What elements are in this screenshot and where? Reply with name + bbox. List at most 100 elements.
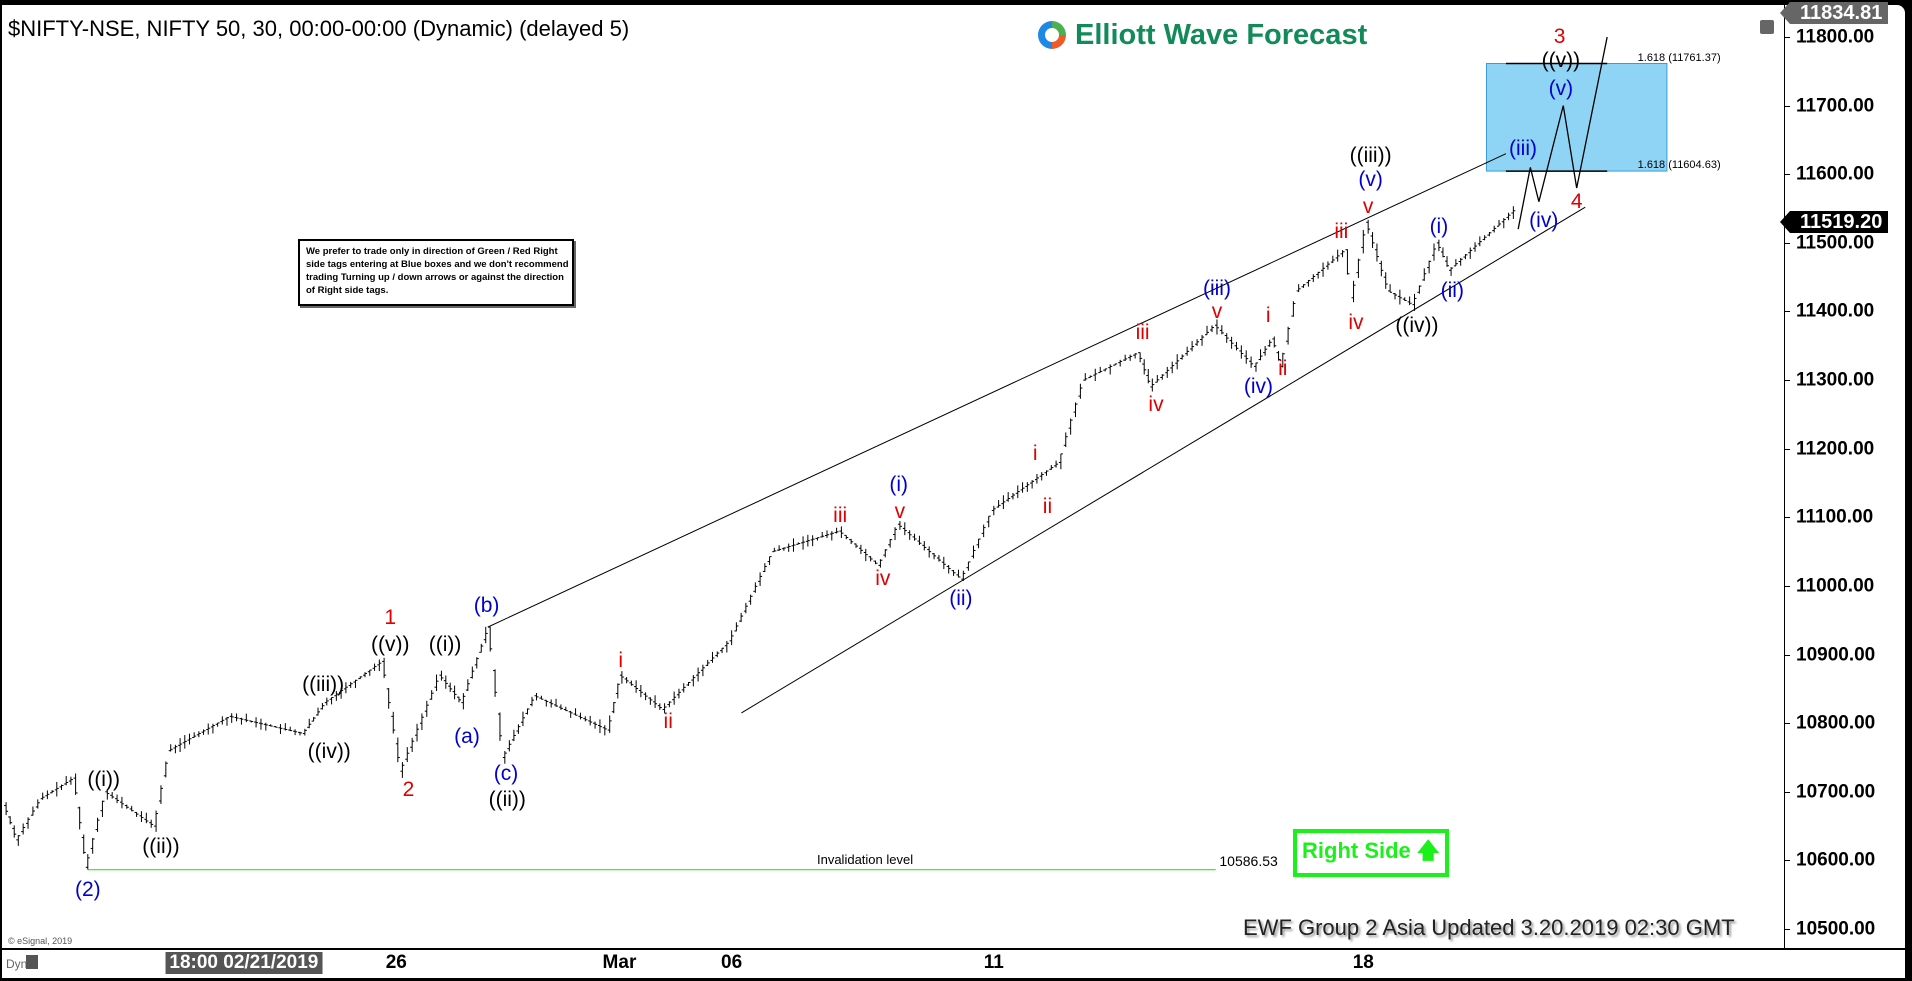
wave-label: ii xyxy=(663,709,673,733)
wave-label: 2 xyxy=(402,778,415,802)
y-tick-label: 11500.00 xyxy=(1796,232,1875,254)
y-tick-label: 11800.00 xyxy=(1796,26,1875,48)
wave-label: i xyxy=(1265,303,1271,327)
x-tick-label: 06 xyxy=(721,952,743,973)
wave-label: (v) xyxy=(1548,77,1574,101)
wave-label: ((i)) xyxy=(87,768,120,792)
wave-label: ((v)) xyxy=(1541,48,1581,72)
wave-label: ((ii)) xyxy=(142,835,180,859)
wave-label: ii xyxy=(1278,357,1288,381)
wave-label: v xyxy=(1211,300,1223,324)
wave-label: ((iii)) xyxy=(1349,144,1392,168)
price-axis[interactable] xyxy=(1785,5,1905,948)
x-tick-label: Mar xyxy=(602,952,637,973)
wave-label: (ii) xyxy=(1440,279,1464,303)
channel-upper-line xyxy=(487,153,1507,628)
y-tick-mark xyxy=(1785,860,1790,862)
wave-label: ((iv)) xyxy=(1395,313,1439,337)
last-price-tag: 11519.20 xyxy=(1779,210,1889,233)
wave-label: (iv) xyxy=(1529,208,1559,232)
y-tick-mark xyxy=(1785,105,1790,107)
y-tick-mark xyxy=(1785,311,1790,313)
fib-label-bottom: 1.618 (11604.63) xyxy=(1637,159,1721,172)
y-tick-mark xyxy=(1785,380,1790,382)
logo-text: Elliott Wave Forecast xyxy=(1075,18,1368,51)
y-tick-label: 11100.00 xyxy=(1796,506,1874,528)
logo-icon xyxy=(1038,21,1066,49)
wave-label: (b) xyxy=(473,594,500,618)
wave-label: iv xyxy=(1148,392,1164,416)
invalidation-label: Invalidation level xyxy=(816,851,914,867)
right-side-label: Right Side xyxy=(1302,838,1411,863)
wave-label: (i) xyxy=(1429,214,1449,238)
wave-label: (c) xyxy=(493,762,519,786)
wave-label: (iii) xyxy=(1509,136,1538,160)
dyn-label: Dyn xyxy=(6,957,28,971)
wave-label: (a) xyxy=(454,724,480,748)
wave-label: i xyxy=(618,648,624,672)
arrow-up-icon: 🡅 xyxy=(1416,838,1440,863)
y-tick-mark xyxy=(1785,174,1790,176)
y-tick-mark xyxy=(1785,654,1790,656)
restore-window-icon[interactable] xyxy=(1760,20,1774,34)
y-tick-label: 11000.00 xyxy=(1796,575,1875,597)
y-tick-label: 11700.00 xyxy=(1796,95,1875,117)
y-tick-label: 10900.00 xyxy=(1796,644,1876,666)
y-tick-label: 10700.00 xyxy=(1796,781,1876,803)
copyright: © eSignal, 2019 xyxy=(8,936,73,946)
y-tick-mark xyxy=(1785,585,1790,587)
y-tick-mark xyxy=(1785,242,1790,244)
y-tick-mark xyxy=(1785,929,1790,931)
y-tick-label: 11300.00 xyxy=(1796,369,1875,391)
y-tick-label: 10800.00 xyxy=(1796,712,1876,734)
wave-label: ((i)) xyxy=(428,633,462,657)
lock-icon[interactable] xyxy=(26,955,38,969)
y-tick-label: 11200.00 xyxy=(1796,438,1875,460)
wave-label: (iv) xyxy=(1243,374,1273,398)
y-tick-mark xyxy=(1785,791,1790,793)
y-tick-mark xyxy=(1785,448,1790,450)
x-tick-label: 18 xyxy=(1352,952,1374,973)
x-tick-label: 18:00 02/21/2019 xyxy=(165,952,323,974)
wave-label: ii xyxy=(1042,495,1053,519)
wave-label: (iii) xyxy=(1202,276,1231,300)
y-tick-label: 10500.00 xyxy=(1796,918,1876,940)
wave-label: v xyxy=(1362,195,1374,219)
wave-label: iii xyxy=(833,503,848,527)
y-tick-label: 11400.00 xyxy=(1796,300,1875,322)
wave-label: (v) xyxy=(1358,168,1383,192)
wave-label: iii xyxy=(1135,320,1150,344)
wave-label: 3 xyxy=(1553,24,1566,48)
projection-path xyxy=(1517,36,1608,230)
wave-label: ((iii)) xyxy=(302,673,345,697)
wave-label: 1 xyxy=(384,606,397,630)
wave-label: (2) xyxy=(74,878,101,902)
y-tick-label: 10600.00 xyxy=(1796,849,1876,871)
wave-label: 4 xyxy=(1570,190,1583,214)
x-tick-label: 26 xyxy=(385,952,407,973)
wave-label: v xyxy=(894,500,906,524)
invalidation-value: 10586.53 xyxy=(1219,852,1278,869)
wave-label: i xyxy=(1032,441,1038,465)
y-tick-mark xyxy=(1785,723,1790,725)
wave-label: (ii) xyxy=(949,586,973,610)
y-tick-label: 11600.00 xyxy=(1796,163,1875,185)
wave-label: ((iv)) xyxy=(307,740,351,764)
wave-label: iii xyxy=(1334,219,1349,243)
wave-label: iv xyxy=(875,567,891,591)
right-side-tag: Right Side 🡅 xyxy=(1293,829,1449,877)
wave-label: (i) xyxy=(889,473,909,497)
y-tick-mark xyxy=(1785,37,1790,38)
chart-title: $NIFTY-NSE, NIFTY 50, 30, 00:00-00:00 (D… xyxy=(8,16,630,41)
update-footer: EWF Group 2 Asia Updated 3.20.2019 02:30… xyxy=(1243,915,1735,940)
logo: Elliott Wave Forecast xyxy=(1035,18,1367,52)
channel-lower-line xyxy=(741,206,1586,714)
wave-label: ((v)) xyxy=(370,633,410,657)
last-high-tag: 11834.81 xyxy=(1779,2,1889,24)
x-tick-label: 11 xyxy=(983,952,1004,973)
wave-label: iv xyxy=(1348,311,1364,335)
fib-label-top: 1.618 (11761.37) xyxy=(1637,51,1721,64)
y-tick-mark xyxy=(1785,517,1790,519)
